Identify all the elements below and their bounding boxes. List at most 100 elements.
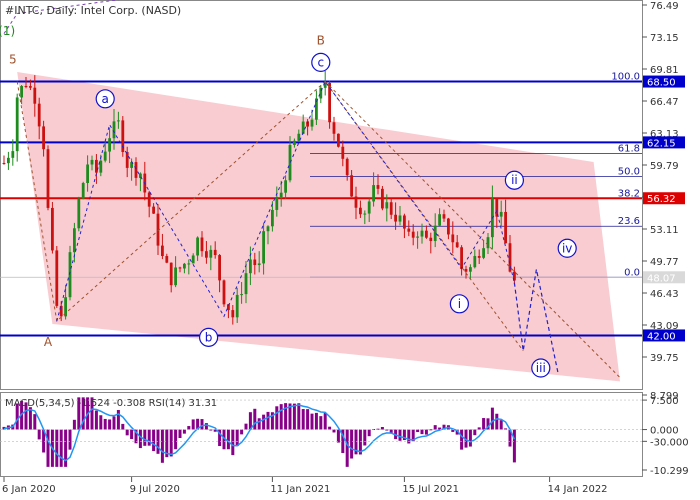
macd-bar — [270, 412, 274, 430]
macd-bar — [464, 429, 468, 448]
candle-body — [37, 103, 41, 127]
candle-body — [227, 304, 230, 311]
candle-body — [240, 294, 243, 296]
macd-bar — [143, 429, 147, 446]
macd-bar — [138, 429, 142, 449]
wave-label-circle — [199, 327, 219, 347]
candle-body — [433, 225, 437, 242]
candle-body — [271, 209, 274, 227]
macd-bar — [301, 409, 305, 430]
candle-body — [504, 211, 507, 244]
time-axis: 6 Jan 2020 9 Jul 2020 11 Jan 2021 15 Jul 20… — [2, 477, 608, 495]
fib-label: 23.6 — [618, 216, 640, 227]
macd-bar — [94, 410, 98, 430]
macd-bar — [240, 429, 244, 435]
macd-bar — [429, 429, 433, 431]
macd-bar — [411, 429, 415, 442]
candle-body — [363, 213, 367, 215]
fib-label: 38.2 — [618, 188, 640, 199]
price-tick-label: 39.75 — [650, 353, 679, 364]
macd-bar — [266, 411, 270, 430]
candle-body — [112, 121, 116, 139]
macd-bar — [380, 427, 384, 430]
macd-bar — [81, 397, 85, 430]
macd-bar — [213, 429, 217, 432]
macd-bar — [442, 424, 446, 430]
candle-body — [297, 133, 301, 141]
candle-body — [156, 213, 160, 246]
candle-body — [319, 87, 323, 99]
wave-label: c — [317, 55, 324, 69]
wave-line-minor — [56, 80, 515, 322]
candle-body — [372, 185, 375, 202]
candle-body — [205, 251, 208, 258]
price-tick-label: 49.77 — [650, 257, 679, 268]
candle-body — [121, 120, 125, 153]
candle-body — [328, 82, 331, 123]
macd-bar — [310, 413, 314, 430]
candle-body — [235, 294, 239, 318]
macd-bar — [314, 412, 318, 430]
candle-body — [341, 146, 345, 159]
candle-body — [257, 263, 261, 266]
candle-body — [196, 237, 199, 256]
wave-label: B — [317, 33, 325, 47]
macd-bar — [222, 429, 226, 450]
candles-layer — [2, 70, 516, 325]
candle-body — [117, 120, 120, 122]
candle-body — [2, 162, 6, 164]
candle-body — [310, 119, 314, 127]
candle-body — [103, 151, 107, 161]
price-tick-label: 63.13 — [650, 129, 679, 140]
candle-body — [218, 255, 221, 281]
price-tick-label: 73.15 — [650, 33, 679, 44]
macd-bar — [37, 429, 41, 440]
wave-line-degree — [3, 0, 120, 34]
candle-body — [187, 263, 191, 265]
macd-bar — [59, 429, 63, 467]
macd-bar — [24, 402, 28, 430]
macd-bar — [42, 429, 46, 453]
candle-body — [381, 188, 384, 209]
macd-bar — [279, 404, 283, 430]
candle-body — [213, 249, 217, 256]
wave-label: (1) — [0, 24, 15, 38]
candle-body — [161, 245, 164, 257]
candle-body — [420, 230, 424, 237]
macd-bar — [90, 397, 94, 430]
candle-body — [442, 214, 446, 219]
macd-bar — [187, 426, 191, 430]
macd-bar — [204, 423, 208, 430]
time-tick-label: 6 Jan 2020 — [2, 484, 56, 495]
macd-bar — [244, 423, 248, 430]
price-tick-label: 43.09 — [650, 321, 679, 332]
candle-body — [359, 207, 362, 215]
macd-bar — [354, 429, 358, 455]
forecast-path — [513, 269, 559, 375]
candle-body — [33, 87, 37, 104]
price-tick-label: 59.79 — [650, 161, 679, 172]
macd-bar — [504, 428, 508, 430]
candle-body — [451, 234, 455, 243]
price-pane-border — [0, 0, 643, 390]
candle-body — [394, 214, 397, 222]
candle-body — [403, 215, 406, 229]
level-tag-label: 62.15 — [647, 138, 676, 149]
macd-bar — [473, 429, 477, 436]
price-tick-label: 53.11 — [650, 225, 679, 236]
macd-bar — [125, 429, 129, 436]
candle-body — [81, 183, 85, 199]
macd-bar — [103, 418, 107, 430]
candle-body — [385, 202, 389, 209]
macd-bar — [367, 429, 371, 437]
wave-label-circle — [531, 358, 551, 378]
macd-bar — [248, 412, 252, 430]
candle-body — [130, 162, 133, 168]
macd-bar — [68, 429, 72, 450]
candle-body — [68, 252, 72, 298]
candle-body — [244, 273, 248, 295]
macd-bar — [482, 418, 486, 430]
candle-body — [389, 202, 393, 215]
fib-label: 61.8 — [618, 143, 640, 154]
